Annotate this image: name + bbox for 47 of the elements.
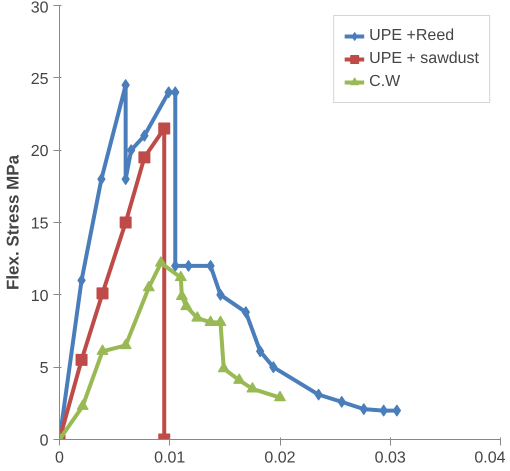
y-tick-label: 30 — [30, 0, 49, 16]
y-tick-label: 0 — [40, 432, 49, 450]
x-tick-label: 0.04 — [474, 450, 506, 466]
point — [379, 404, 388, 417]
point — [76, 399, 89, 410]
point — [184, 260, 193, 272]
point — [274, 390, 286, 402]
point — [256, 345, 264, 358]
y-tick-label: 20 — [30, 143, 49, 160]
legend-label: UPE + sawdust — [369, 50, 479, 68]
point — [76, 354, 88, 366]
point — [158, 122, 170, 134]
x-tick-label: 0.02 — [264, 450, 296, 466]
y-axis-title: Flex. Stress MPa — [4, 154, 23, 290]
point — [120, 338, 132, 350]
point — [246, 382, 258, 393]
point — [392, 404, 402, 417]
y-tick-label: 5 — [40, 360, 49, 378]
point — [269, 361, 278, 374]
point — [77, 274, 86, 286]
legend-label: UPE +Reed — [369, 27, 454, 45]
point — [191, 311, 204, 322]
point — [214, 315, 226, 326]
point — [314, 388, 323, 401]
point — [96, 287, 108, 300]
point — [142, 280, 155, 292]
point — [120, 216, 132, 228]
x-tick-label: 0 — [55, 450, 64, 466]
point — [206, 260, 215, 272]
point — [180, 300, 192, 310]
x-tick-label: 0.01 — [154, 450, 186, 466]
point — [233, 373, 246, 384]
point — [97, 173, 106, 186]
legend-label: C.W — [369, 73, 400, 91]
point — [140, 130, 149, 142]
point — [96, 344, 108, 355]
point — [126, 144, 136, 156]
y-tick-label: 10 — [30, 288, 49, 305]
point — [216, 288, 225, 301]
x-tick-label: 0.03 — [374, 450, 406, 466]
point — [154, 256, 167, 267]
point — [138, 151, 150, 164]
point — [164, 86, 173, 98]
y-tick-label: 15 — [30, 216, 49, 232]
y-tick-label: 25 — [30, 70, 49, 88]
point — [204, 315, 217, 326]
point — [174, 270, 187, 282]
